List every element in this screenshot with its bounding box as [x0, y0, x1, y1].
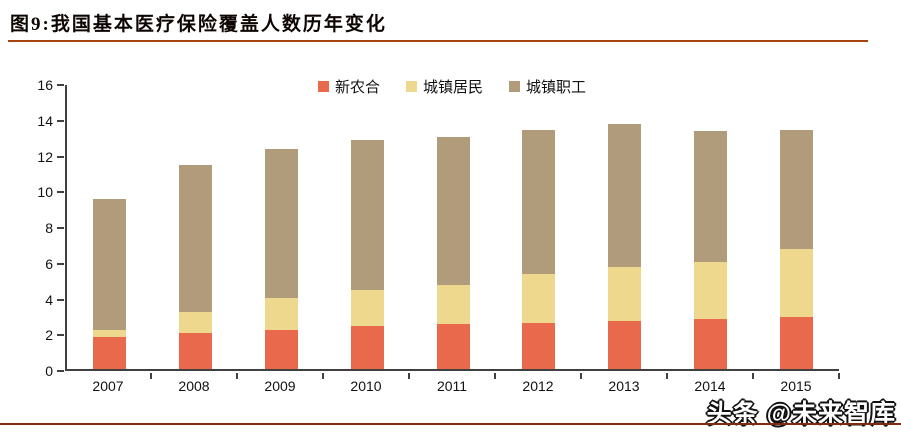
bar-slot-2010: [324, 85, 410, 369]
stacked-bar-2007: [93, 199, 127, 369]
bar-segment-2007-2: [93, 199, 127, 330]
bar-slot-2009: [239, 85, 325, 369]
legend-swatch-icon: [405, 81, 417, 92]
y-tick-label-6: 6: [45, 255, 53, 272]
x-tick-mark: [666, 373, 668, 379]
y-tick-mark: [57, 155, 64, 158]
x-axis-labels: 2007 2008 2009 2010 2011 2012 2013 2014 2015: [65, 378, 839, 394]
bar-segment-2008-1: [179, 311, 213, 334]
x-tick-label-2014: 2014: [694, 378, 726, 394]
chart-legend: 新农合 城镇居民 城镇职工: [65, 76, 839, 97]
bar-slot-2007: [67, 85, 153, 369]
stacked-bar-2013: [608, 124, 642, 369]
bar-segment-2009-1: [264, 297, 298, 330]
bar-segment-2015-1: [779, 249, 813, 318]
figure-title: 图9:我国基本医疗保险覆盖人数历年变化: [10, 14, 387, 35]
legend-label: 新农合: [334, 79, 380, 96]
y-tick-label-4: 4: [45, 291, 53, 308]
bar-slot-2011: [410, 85, 496, 369]
bar-slot-2012: [496, 85, 582, 369]
x-tick-mark: [752, 373, 754, 379]
title-underline: [8, 40, 868, 42]
y-tick-mark: [57, 227, 64, 229]
bar-segment-2010-1: [350, 290, 384, 327]
bar-segment-2008-0: [179, 333, 213, 369]
bar-segment-2013-2: [608, 124, 642, 268]
stacked-bar-chart: 新农合 城镇居民 城镇职工 0 2 4 6 8 10 12 14 16 2007 2008 2009 20…: [0, 48, 901, 408]
bar-segment-2012-1: [522, 274, 556, 323]
stacked-bar-2009: [264, 149, 298, 369]
y-tick-label-10: 10: [37, 184, 53, 201]
y-tick-mark: [57, 262, 64, 265]
bar-slot-2014: [667, 85, 753, 369]
x-tick-mark: [408, 373, 410, 379]
bar-segment-2010-2: [350, 140, 384, 291]
legend-label: 城镇职工: [526, 79, 587, 96]
y-tick-label-2: 2: [45, 327, 53, 344]
bar-segment-2007-0: [93, 336, 127, 369]
y-tick-label-16: 16: [37, 77, 53, 93]
x-tick-label-2013: 2013: [608, 378, 640, 394]
bar-slot-2013: [582, 85, 668, 369]
y-tick-mark: [57, 84, 64, 86]
bar-segment-2013-0: [608, 320, 642, 369]
x-tick-mark: [150, 373, 152, 379]
x-tick-label-2015: 2015: [780, 378, 812, 394]
bar-segment-2015-2: [779, 129, 813, 250]
legend-swatch-icon: [317, 81, 329, 92]
bar-slot-2008: [153, 85, 239, 369]
x-tick-mark: [322, 373, 324, 379]
x-tick-mark: [580, 373, 582, 379]
bar-segment-2007-1: [93, 329, 127, 337]
bar-segment-2014-1: [693, 261, 727, 319]
y-tick-label-12: 12: [37, 148, 53, 165]
y-tick-mark: [57, 191, 64, 194]
plot-area: [65, 85, 839, 371]
y-tick-mark: [57, 370, 64, 372]
bar-segment-2014-2: [693, 131, 727, 262]
bar-segment-2011-0: [436, 324, 470, 369]
x-tick-label-2010: 2010: [350, 378, 382, 394]
stacked-bar-2008: [179, 165, 213, 369]
bar-segment-2012-2: [522, 129, 556, 275]
stacked-bar-2014: [693, 131, 727, 369]
x-tick-label-2009: 2009: [264, 378, 296, 394]
bar-segment-2013-1: [608, 267, 642, 321]
legend-item-1: 城镇居民: [405, 76, 483, 97]
legend-label: 城镇居民: [422, 79, 483, 96]
bar-segment-2008-2: [179, 165, 213, 312]
y-axis-labels: 0 2 4 6 8 10 12 14 16: [0, 78, 58, 378]
stacked-bar-2010: [350, 140, 384, 369]
bar-segment-2011-1: [436, 285, 470, 325]
x-tick-mark: [838, 373, 840, 379]
bar-segment-2014-0: [693, 318, 727, 369]
x-tick-label-2007: 2007: [92, 378, 124, 394]
stacked-bar-2011: [436, 136, 470, 369]
bar-segment-2009-2: [264, 149, 298, 298]
legend-item-0: 新农合: [317, 76, 380, 97]
y-tick-mark: [57, 119, 64, 122]
legend-item-2: 城镇职工: [509, 76, 586, 97]
stacked-bar-2012: [522, 129, 556, 369]
bar-segment-2009-0: [264, 329, 298, 369]
bar-segment-2012-0: [522, 322, 556, 369]
x-tick-mark: [236, 373, 238, 379]
bar-slot-2015: [753, 85, 839, 369]
x-tick-label-2012: 2012: [522, 378, 554, 394]
legend-swatch-icon: [509, 81, 520, 92]
bar-segment-2015-0: [779, 317, 813, 369]
x-tick-label-2011: 2011: [436, 378, 468, 394]
y-tick-mark: [57, 334, 64, 337]
y-tick-mark: [57, 298, 64, 301]
y-tick-label-0: 0: [45, 363, 53, 379]
y-tick-label-14: 14: [37, 112, 53, 129]
y-tick-label-8: 8: [45, 220, 53, 236]
stacked-bar-2015: [779, 129, 813, 369]
x-tick-label-2008: 2008: [178, 378, 210, 394]
bar-segment-2011-2: [436, 136, 470, 285]
x-tick-mark: [494, 373, 496, 379]
footer-line: [0, 423, 901, 425]
bar-segment-2010-0: [350, 326, 384, 369]
